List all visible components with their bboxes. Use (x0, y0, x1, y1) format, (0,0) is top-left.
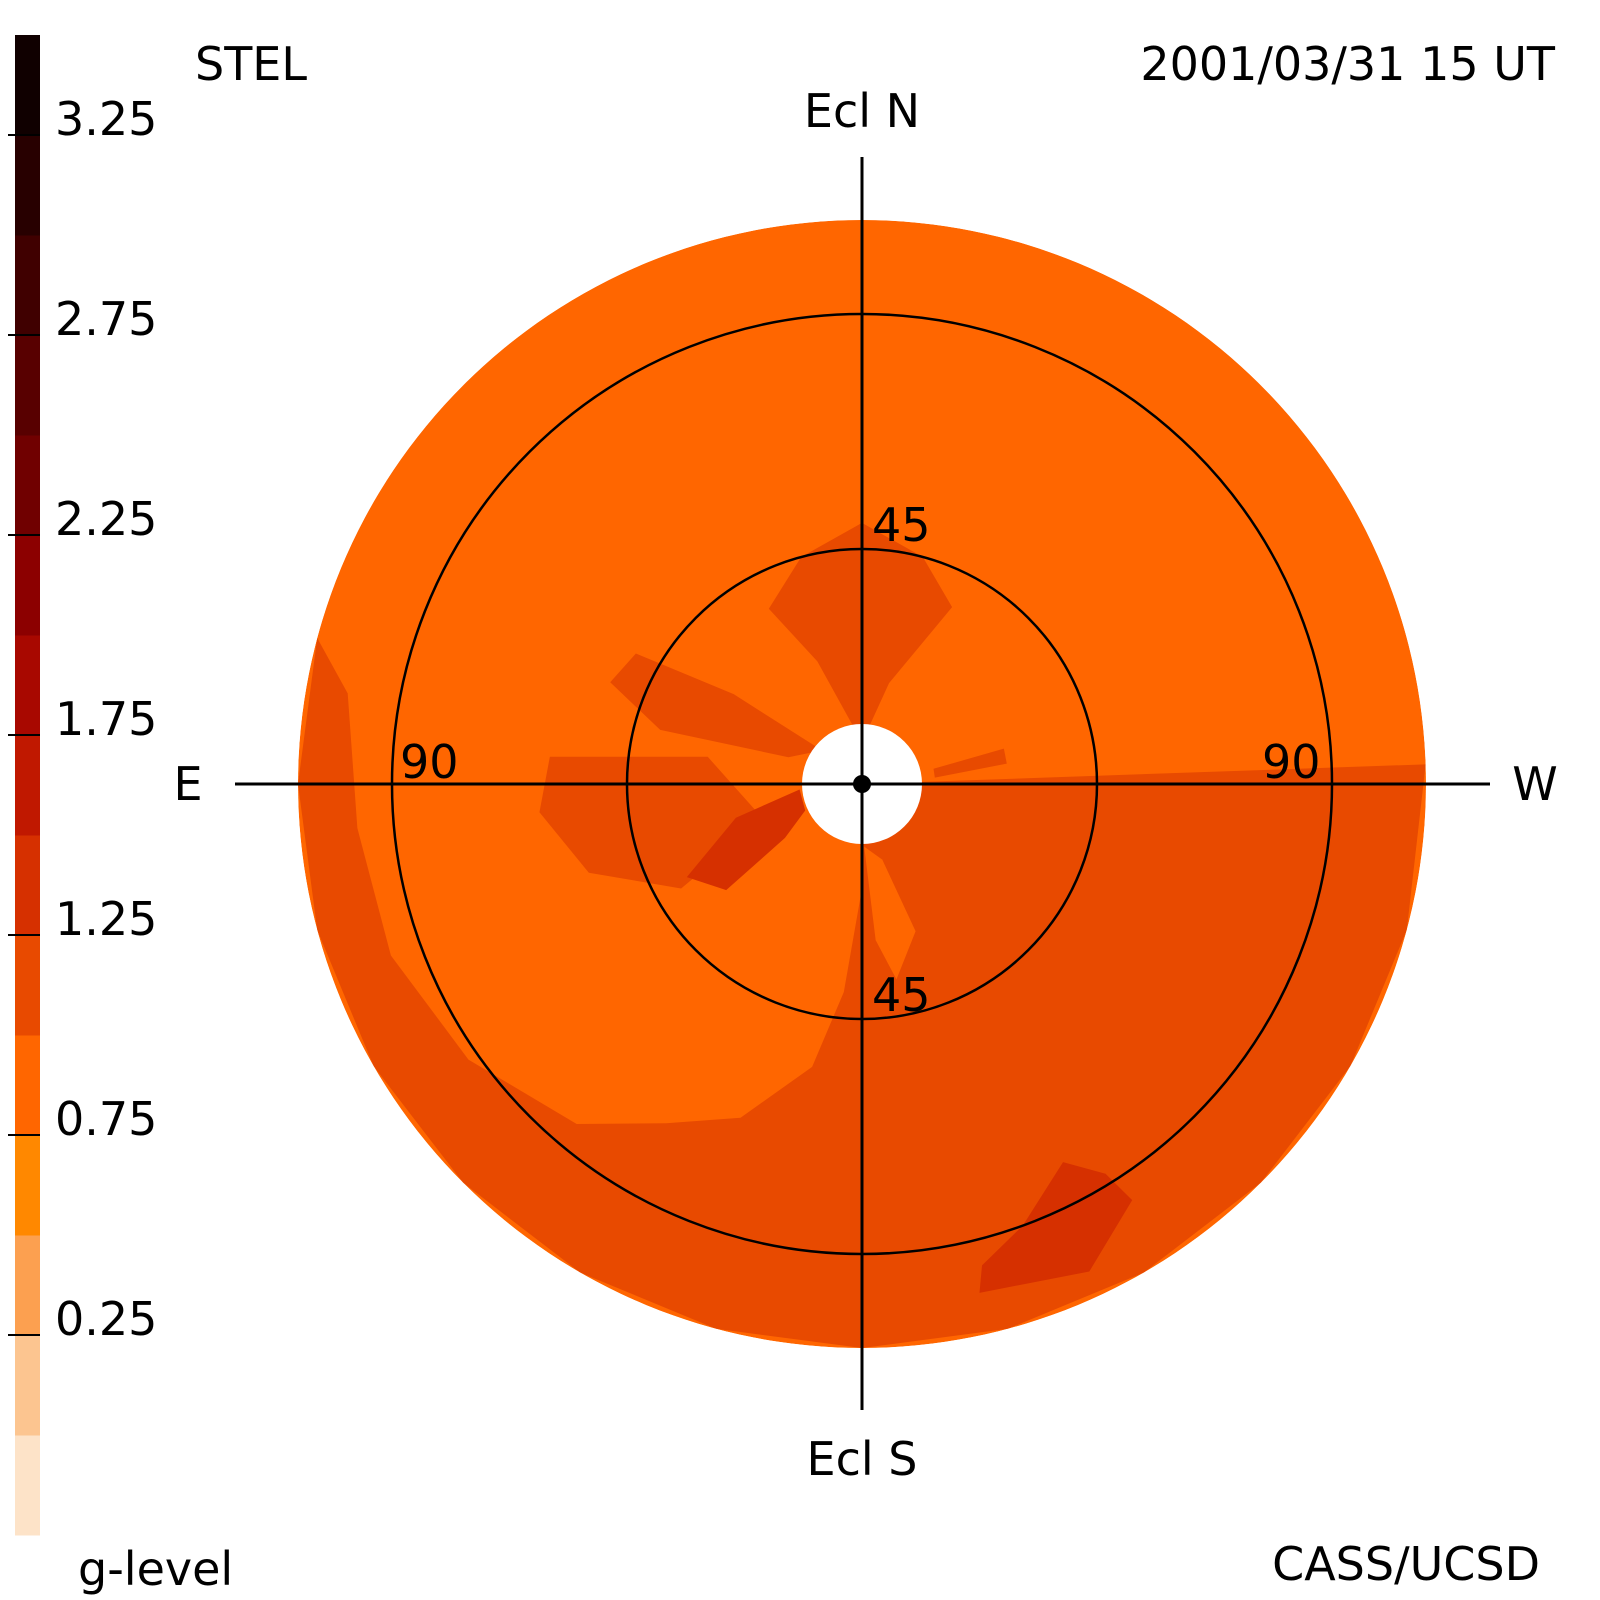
region (298, 638, 862, 1348)
region (979, 1162, 1133, 1293)
region (933, 748, 1007, 778)
region (864, 846, 916, 980)
colorbar-tick-label: 0.75 (55, 1092, 157, 1146)
colorbar-band (15, 1435, 40, 1536)
map (298, 220, 1426, 1348)
colorbar-label: g-level (78, 1542, 233, 1596)
colorbar-band (15, 735, 40, 836)
north-label: Ecl N (804, 84, 920, 138)
colorbar-band (15, 635, 40, 736)
colorbar-tick-label: 0.25 (55, 1292, 157, 1346)
colorbar-band (15, 1035, 40, 1136)
colorbar-band (15, 135, 40, 236)
colorbar-tick-label: 2.25 (55, 492, 157, 546)
colorbar-band (15, 935, 40, 1036)
colorbar-tick-label: 3.25 (55, 92, 157, 146)
colorbar-band (15, 35, 40, 136)
ring-label: 90 (1262, 735, 1321, 789)
colorbar-band (15, 1135, 40, 1236)
colorbar-band (15, 1235, 40, 1336)
colorbar-tick-label: 1.25 (55, 892, 157, 946)
colorbar-band (15, 535, 40, 636)
region (686, 789, 806, 891)
colorbar-band (15, 1335, 40, 1436)
west-label: W (1512, 757, 1557, 811)
colorbar-tick-label: 2.75 (55, 292, 157, 346)
ring-label: 90 (400, 735, 459, 789)
colorbar-tick-label: 1.75 (55, 692, 157, 746)
title: STEL (195, 37, 307, 91)
region (610, 653, 822, 758)
colorbar-band (15, 335, 40, 436)
south-label: Ecl S (807, 1432, 918, 1486)
colorbar-band (15, 835, 40, 936)
colorbar-band (15, 435, 40, 536)
center-dot (853, 775, 871, 793)
ring-label: 45 (872, 968, 931, 1022)
credit: CASS/UCSD (1272, 1537, 1540, 1591)
colorbar-band (15, 235, 40, 336)
east-label: E (173, 757, 202, 811)
region (768, 522, 953, 743)
subtitle: 2001/03/31 15 UT (1140, 37, 1556, 91)
region (862, 764, 1426, 1348)
ring-label: 45 (872, 498, 931, 552)
